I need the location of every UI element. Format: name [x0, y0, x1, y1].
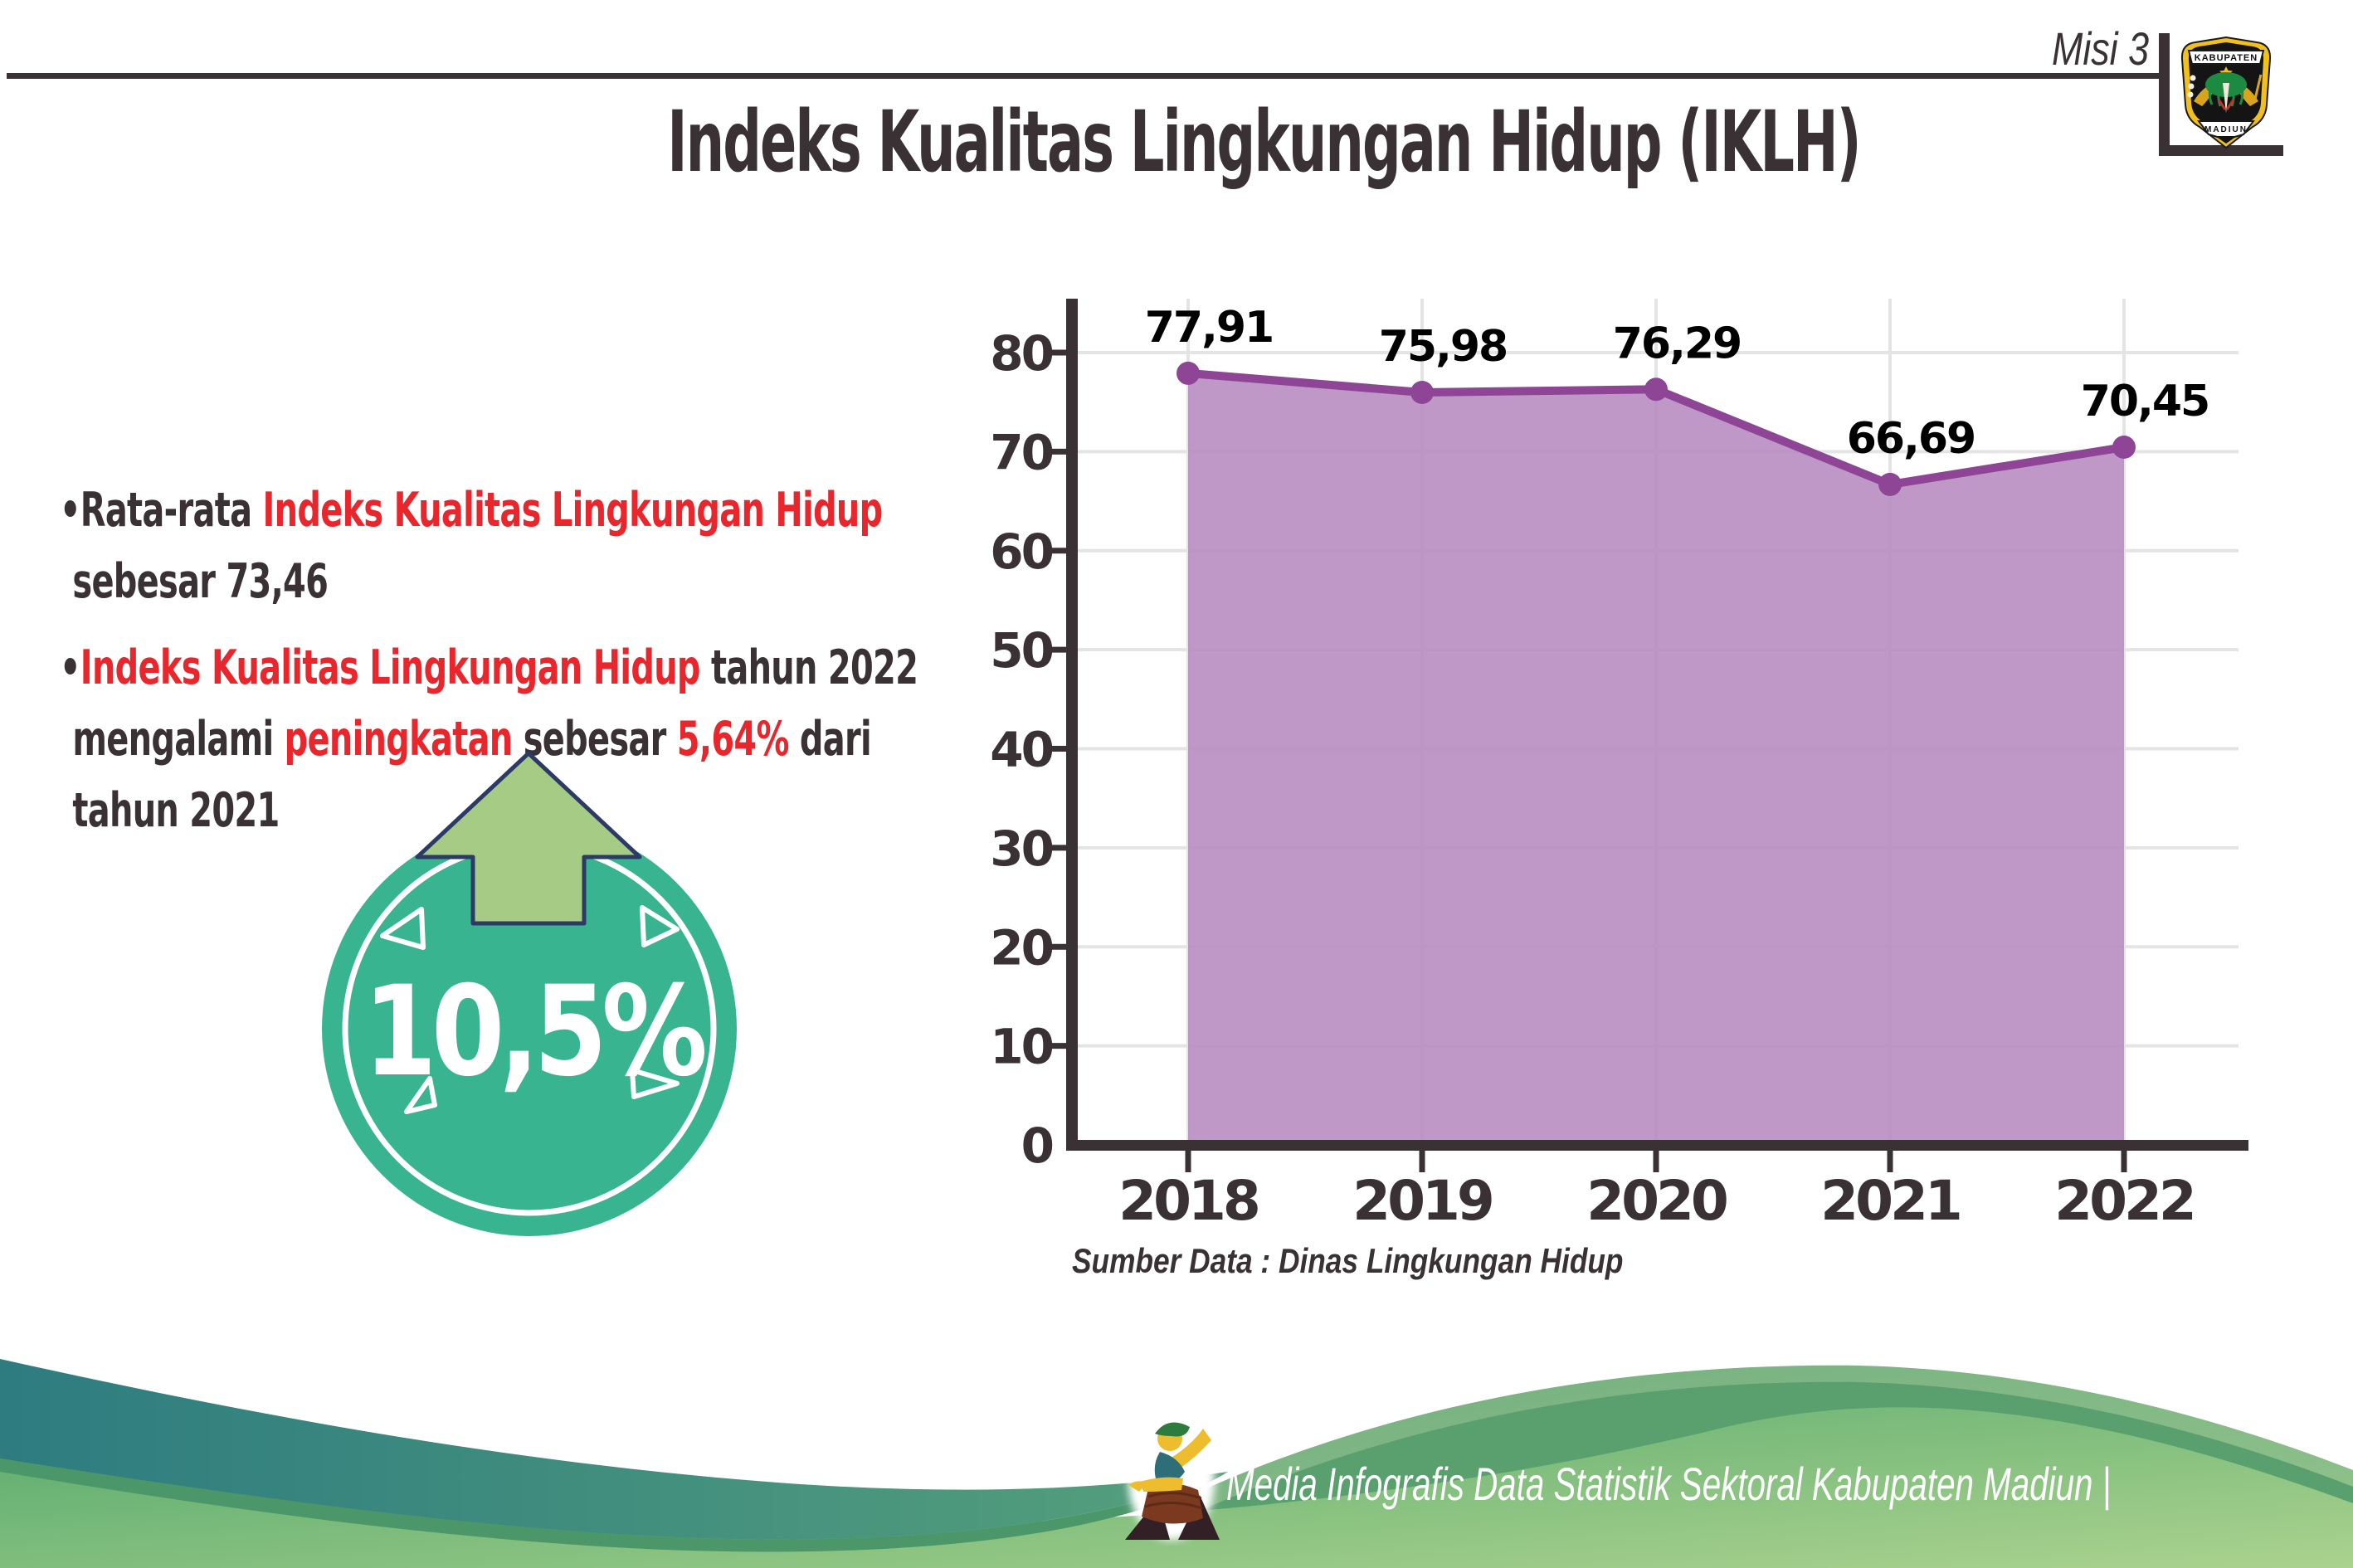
text-segment: •Rata-rata	[60, 483, 263, 538]
y-tick-label: 30	[990, 821, 1052, 877]
page-title-wrap: Indeks Kualitas Lingkungan Hidup (IKLH)	[332, 93, 1883, 192]
y-tick-label: 40	[990, 722, 1052, 778]
logo-bottom-text: MADIUN	[2204, 125, 2248, 134]
y-tick	[1047, 845, 1066, 851]
insight-text-line: •Rata-rata Indeks Kualitas Lingkungan Hi…	[60, 475, 883, 546]
x-tick-label: 2019	[1352, 1169, 1492, 1233]
text-segment: sebesar	[512, 712, 677, 767]
footer-credit: Media Infografis Data Statistik Sektoral…	[1226, 1458, 2112, 1510]
x-tick-label: 2020	[1586, 1169, 1727, 1233]
logo-top-ribbon	[2187, 50, 2265, 65]
insight-text-line: mengalami peningkatan sebesar 5,64% dari	[60, 704, 871, 775]
footer-wave-teal-edge	[0, 1458, 1228, 1552]
logo-frame-vertical	[2159, 33, 2170, 156]
data-label: 66,69	[1847, 414, 1975, 464]
text-segment: Indeks Kualitas Lingkungan Hidup	[262, 483, 884, 538]
logo-tree-branches	[2208, 85, 2244, 107]
badge-value: 10,5%	[363, 959, 705, 1104]
text-segment: 5,64%	[676, 712, 790, 767]
page-title: Indeks Kualitas Lingkungan Hidup (IKLH)	[667, 93, 1861, 192]
x-tick	[1887, 1151, 1893, 1172]
y-tick	[1047, 448, 1066, 455]
text-segment: tahun 2022	[699, 640, 918, 695]
y-tick	[1047, 548, 1066, 554]
y-tick	[1047, 746, 1066, 752]
data-point	[2112, 436, 2136, 459]
increase-badge: 10,5%	[322, 751, 737, 1236]
data-label: 76,29	[1613, 319, 1741, 368]
x-tick	[1185, 1151, 1191, 1172]
logo-frame-horizontal	[2159, 145, 2283, 156]
text-segment: dari	[788, 712, 872, 767]
y-tick	[1047, 943, 1066, 950]
text-segment: •	[60, 640, 81, 695]
x-tick-label: 2018	[1118, 1169, 1258, 1233]
x-tick-label: 2021	[1820, 1169, 1960, 1233]
text-segment: peningkatan	[284, 712, 514, 767]
y-tick-label: 50	[990, 622, 1052, 679]
badge-circle	[322, 821, 737, 1236]
data-label: 75,98	[1379, 322, 1507, 372]
mascot-arm-front	[1140, 1477, 1183, 1492]
x-axis	[1066, 1140, 2248, 1151]
logo-tassel	[2215, 136, 2237, 144]
mascot-hand-fan	[1128, 1481, 1147, 1492]
footer-wave-teal	[0, 1359, 1228, 1540]
y-tick-label: 20	[990, 919, 1052, 976]
logo-cotton-1	[2190, 75, 2196, 81]
y-tick	[1047, 646, 1066, 653]
data-point	[1176, 361, 1200, 385]
y-tick-label: 10	[990, 1019, 1052, 1075]
insight-increase: •Indeks Kualitas Lingkungan Hidup tahun …	[60, 632, 1055, 846]
misi-label: Misi 3	[2052, 22, 2149, 75]
insight-text-line: •Indeks Kualitas Lingkungan Hidup tahun …	[60, 632, 918, 704]
dancer-mascot-icon	[1125, 1422, 1220, 1540]
y-tick-label: 70	[990, 424, 1052, 480]
text-segment: tahun 2021	[72, 783, 280, 838]
kabupaten-madiun-logo: KABUPATEN MADIUN	[2180, 36, 2272, 149]
footer-waves	[0, 1359, 2353, 1568]
up-arrow-icon	[415, 751, 642, 926]
y-tick	[1047, 1043, 1066, 1049]
data-label: 77,91	[1145, 303, 1273, 353]
y-tick-label: 0	[1021, 1118, 1053, 1174]
badge-spark-se	[630, 1068, 680, 1099]
logo-cotton-3	[2187, 91, 2194, 98]
text-segment: Indeks Kualitas Lingkungan Hidup	[80, 640, 701, 695]
badge-spark-ne	[640, 905, 680, 947]
logo-top-text: KABUPATEN	[2195, 53, 2258, 63]
x-tick	[2121, 1151, 2127, 1172]
insight-text-line: tahun 2021	[60, 775, 757, 846]
y-axis	[1066, 299, 1078, 1150]
x-tick	[1419, 1151, 1425, 1172]
data-label: 70,45	[2081, 377, 2209, 426]
data-point	[1878, 472, 1902, 496]
text-segment: mengalami	[72, 712, 285, 767]
y-tick-label: 80	[990, 325, 1052, 382]
mascot-arm-raised	[1170, 1429, 1211, 1468]
logo-cotton-2	[2188, 83, 2195, 90]
source-note: Sumber Data : Dinas Lingkungan Hidup	[1072, 1241, 1624, 1280]
x-tick-label: 2022	[2054, 1169, 2194, 1233]
header-rule	[7, 73, 2162, 79]
logo-monument	[2223, 83, 2229, 113]
text-segment: sebesar 73,46	[72, 554, 329, 609]
mascot-skirt-pattern	[1144, 1491, 1203, 1510]
data-point	[1410, 381, 1434, 404]
mascot-cap	[1155, 1422, 1190, 1437]
data-point	[1644, 377, 1668, 402]
iklh-area-chart: 0 10 20 30 40 50 60 70 80 2018 2019 2020 2021 2022 77,…	[990, 299, 2248, 1233]
area-fill	[1188, 373, 2124, 1145]
y-tick	[1047, 349, 1066, 356]
x-tick	[1653, 1151, 1659, 1172]
badge-spark-nw	[380, 907, 426, 950]
logo-rice-stalk	[2253, 74, 2263, 100]
logo-kris	[2217, 99, 2235, 110]
badge-spark-sw	[404, 1076, 437, 1114]
insight-average: •Rata-rata Indeks Kualitas Lingkungan Hi…	[60, 475, 1055, 617]
insight-text-line: sebesar 73,46	[60, 546, 757, 617]
y-tick-label: 60	[990, 523, 1052, 580]
mascot-torso	[1154, 1452, 1185, 1483]
